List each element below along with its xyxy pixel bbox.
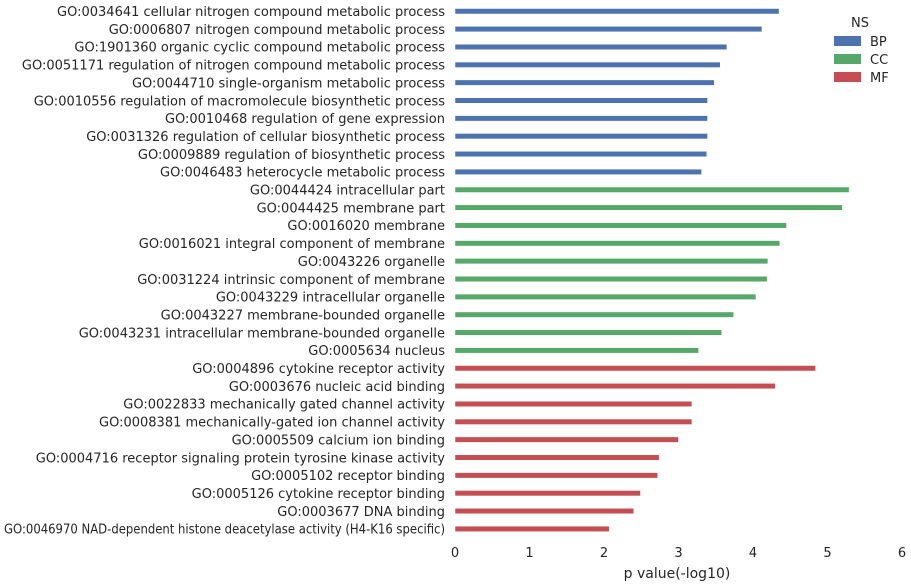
category-label: GO:0008381 mechanically-gated ion channe… — [99, 416, 445, 431]
bar-cc — [454, 347, 699, 354]
bar-cc — [454, 186, 850, 193]
legend-title: NS — [851, 16, 869, 31]
bar-bp — [454, 115, 708, 122]
bar-mf — [454, 436, 679, 443]
category-label: GO:0005509 calcium ion binding — [232, 433, 445, 448]
category-label: GO:0010468 regulation of gene expression — [165, 112, 445, 127]
bar-bp — [454, 97, 708, 104]
bar-mf — [454, 383, 776, 390]
bar-cc — [454, 311, 734, 318]
legend-label-bp: BP — [870, 35, 887, 50]
category-label: GO:0016020 membrane — [287, 219, 445, 234]
category-label: GO:0016021 integral component of membran… — [139, 237, 445, 252]
bar-cc — [454, 222, 787, 229]
x-tick-label: 1 — [525, 546, 533, 561]
x-tick-label: 3 — [674, 546, 682, 561]
bar-bp — [454, 151, 708, 158]
category-label: GO:0043226 organelle — [298, 255, 445, 270]
category-label: GO:0005126 cytokine receptor binding — [192, 487, 445, 502]
bar-bp — [454, 43, 728, 50]
category-label: GO:0051171 regulation of nitrogen compou… — [22, 59, 445, 74]
category-label: GO:0034641 cellular nitrogen compound me… — [57, 5, 445, 20]
x-tick-label: 2 — [600, 546, 608, 561]
category-label: GO:0010556 regulation of macromolecule b… — [34, 94, 445, 109]
bar-bp — [454, 61, 721, 68]
category-label: GO:0043229 intracellular organelle — [216, 291, 445, 306]
category-label: GO:0005634 nucleus — [308, 344, 445, 359]
category-label: GO:0005102 receptor binding — [251, 469, 445, 484]
x-tick-label: 0 — [451, 546, 459, 561]
category-labels: GO:0034641 cellular nitrogen compound me… — [4, 5, 445, 538]
category-label: GO:0009889 regulation of biosynthetic pr… — [138, 148, 445, 163]
bar-mf — [454, 418, 693, 425]
category-label: GO:0006807 nitrogen compound metabolic p… — [109, 23, 446, 38]
bar-mf — [454, 365, 816, 372]
category-label: GO:0022833 mechanically gated channel ac… — [123, 398, 445, 413]
legend-swatch-mf — [834, 72, 861, 82]
bar-bp — [454, 79, 715, 86]
legend-swatch-bp — [834, 36, 861, 46]
category-label: GO:0031326 regulation of cellular biosyn… — [86, 130, 445, 145]
bar-mf — [454, 525, 610, 532]
legend-label-cc: CC — [870, 53, 888, 68]
bars-group — [454, 8, 850, 532]
bar-bp — [454, 168, 702, 175]
legend-entries: BP CC MF — [834, 35, 889, 86]
legend: NS BP CC MF — [834, 16, 889, 86]
x-tick-label: 4 — [749, 546, 757, 561]
category-label: GO:0004716 receptor signaling protein ty… — [36, 451, 446, 466]
bar-mf — [454, 490, 641, 497]
bar-cc — [454, 329, 722, 336]
x-tick-label: 5 — [823, 546, 831, 561]
category-label: GO:0043227 membrane-bounded organelle — [161, 308, 445, 323]
x-tick-label: 6 — [898, 546, 906, 561]
category-label: GO:0044424 intracellular part — [250, 184, 445, 199]
bar-bp — [454, 26, 763, 33]
bar-bp — [454, 8, 780, 15]
category-label: GO:0003677 DNA binding — [277, 505, 445, 520]
category-label: GO:0044710 single-organism metabolic pro… — [132, 76, 445, 91]
bar-mf — [454, 472, 658, 479]
category-label: GO:1901360 organic cyclic compound metab… — [74, 41, 445, 56]
x-tick-labels: 0 1 2 3 4 5 6 — [451, 546, 906, 561]
category-label: GO:0004896 cytokine receptor activity — [192, 362, 445, 377]
legend-swatch-cc — [834, 54, 861, 64]
bar-cc — [454, 258, 769, 265]
bar-mf — [454, 400, 693, 407]
bar-cc — [454, 276, 768, 282]
bar-cc — [454, 204, 843, 211]
legend-label-mf: MF — [870, 71, 889, 86]
category-label: GO:0043231 intracellular membrane-bounde… — [79, 326, 445, 341]
bar-mf — [454, 454, 660, 461]
category-label: GO:0031224 intrinsic component of membra… — [137, 273, 445, 288]
category-label: GO:0046970 NAD-dependent histone deacety… — [4, 523, 445, 538]
x-axis-label: p value(-log10) — [624, 566, 731, 582]
bar-bp — [454, 133, 708, 140]
bar-mf — [454, 508, 635, 515]
bar-cc — [454, 293, 757, 300]
bar-cc — [454, 240, 781, 247]
category-label: GO:0044425 membrane part — [257, 201, 445, 216]
category-label: GO:0003676 nucleic acid binding — [229, 380, 445, 395]
category-label: GO:0046483 heterocycle metabolic process — [160, 166, 445, 181]
